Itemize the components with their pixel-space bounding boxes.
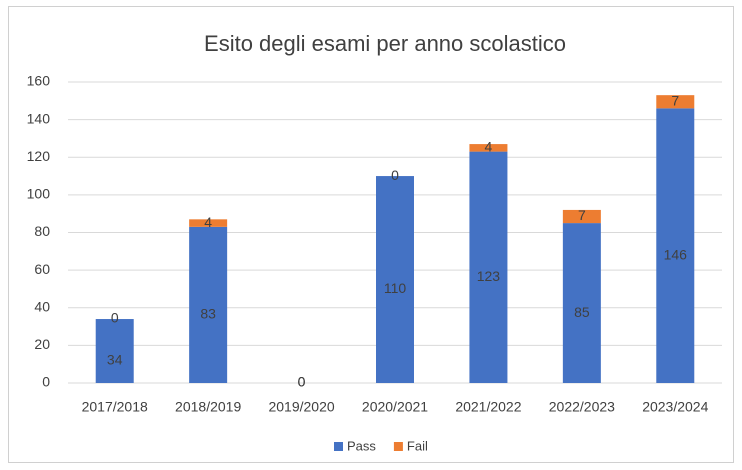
bar-segment [656, 108, 695, 384]
legend-swatch [334, 442, 343, 451]
data-label: 0 [391, 167, 399, 183]
y-tick-label: 160 [27, 73, 51, 89]
x-tick-label: 2021/2022 [455, 399, 521, 415]
y-tick-label: 20 [34, 336, 50, 352]
legend-label: Pass [347, 438, 376, 453]
data-label: 4 [204, 214, 212, 230]
y-tick-label: 80 [34, 223, 50, 239]
data-label: 0 [298, 374, 306, 390]
bar-segment [189, 219, 228, 227]
data-label: 4 [485, 139, 493, 155]
chart-border [8, 6, 734, 463]
legend-swatch [393, 442, 403, 451]
data-label: 7 [671, 92, 679, 108]
data-label: 123 [477, 268, 501, 284]
data-label: 0 [298, 374, 306, 390]
bar-segment [469, 151, 508, 383]
data-label: 85 [574, 304, 590, 320]
bar-segment [95, 319, 134, 383]
data-label: 110 [384, 280, 407, 296]
data-label: 146 [664, 246, 688, 262]
y-tick-label: 100 [27, 186, 51, 202]
x-tick-label: 2020/2021 [362, 399, 428, 415]
x-tick-label: 2023/2024 [642, 399, 708, 415]
x-tick-label: 2017/2018 [82, 399, 148, 415]
y-tick-label: 140 [27, 110, 51, 126]
y-tick-label: 0 [42, 374, 50, 390]
x-tick-label: 2022/2023 [549, 399, 615, 415]
bar-segment [562, 223, 601, 383]
bar-segment [376, 176, 414, 383]
data-label: 34 [107, 352, 123, 368]
x-tick-label: 2019/2020 [268, 399, 334, 415]
chart-title: Esito degli esami per anno scolastico [204, 31, 566, 56]
bar-segment [562, 209, 601, 224]
bar-segment [656, 95, 695, 109]
bar-segment [469, 144, 508, 152]
y-tick-label: 120 [27, 148, 51, 164]
bar-segment [189, 226, 228, 383]
y-tick-label: 60 [34, 261, 50, 277]
x-tick-label: 2018/2019 [175, 399, 241, 415]
data-label: 7 [578, 207, 586, 223]
data-label: 0 [111, 310, 119, 326]
y-tick-label: 40 [34, 298, 50, 314]
legend-label: Fail [407, 438, 428, 453]
data-label: 83 [200, 306, 216, 322]
